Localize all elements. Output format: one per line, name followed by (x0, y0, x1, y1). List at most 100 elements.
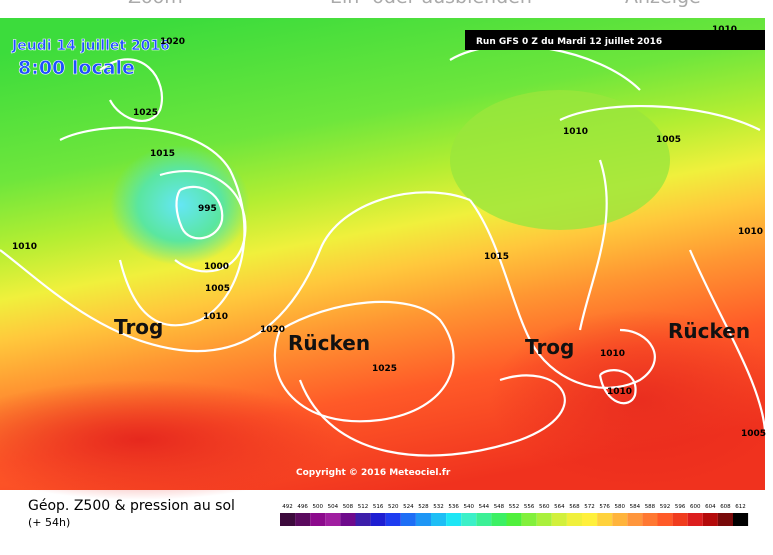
isobar-label: 1020 (260, 325, 285, 335)
annotation: Rücken (668, 319, 750, 343)
isobar (598, 369, 637, 405)
scale-swatch (370, 513, 386, 526)
isobar (688, 249, 767, 431)
scale-swatch (536, 513, 552, 526)
scale-swatch (672, 513, 688, 526)
annotation: Rücken (288, 331, 370, 355)
scale-swatch (521, 513, 537, 526)
isobar (578, 159, 608, 331)
scale-label: 508 (343, 504, 354, 510)
isobar-label: 1025 (133, 108, 158, 118)
isobar-label: 1010 (563, 127, 588, 137)
map: Run GFS 0 Z du Mardi 12 juillet 2016 Jeu… (0, 18, 773, 500)
isobar (298, 374, 566, 457)
scale-swatch (612, 513, 628, 526)
copyright: Copyright © 2016 Meteociel.fr (296, 468, 451, 478)
scale-swatch (280, 513, 296, 526)
scale-label: 528 (418, 504, 429, 510)
isobar-label: 1005 (741, 429, 766, 439)
isobar-label: 1010 (712, 25, 737, 35)
scale-swatch (717, 513, 733, 526)
scale-label: 524 (403, 504, 414, 510)
legend-lead: (+ 54h) (28, 516, 70, 529)
scale-label: 568 (569, 504, 580, 510)
scale-label: 516 (373, 504, 384, 510)
scale-swatch (461, 513, 477, 526)
scale-swatch (340, 513, 356, 526)
scale-label: 596 (675, 504, 686, 510)
scale-swatch (295, 513, 311, 526)
scale-swatch (506, 513, 522, 526)
isobar (99, 58, 163, 122)
annotation: Trog (114, 315, 163, 339)
isobar-label: 1000 (204, 262, 229, 272)
scale-label: 604 (705, 504, 716, 510)
scale-label: 520 (388, 504, 399, 510)
toolbar: Zoom Ein- oder ausblenden Anzeige (0, 0, 773, 18)
scale-swatch (551, 513, 567, 526)
scale-swatch (476, 513, 492, 526)
scale-swatch (415, 513, 431, 526)
isobar-label: 1005 (656, 135, 681, 145)
forecast-time: 8:00 locale (18, 57, 135, 79)
isobars (0, 44, 767, 457)
scale-swatch (687, 513, 703, 526)
toolbar-item[interactable]: Anzeige (625, 0, 701, 8)
scale-swatch (400, 513, 416, 526)
toolbar-item[interactable]: Zoom (128, 0, 183, 8)
scale-label: 588 (645, 504, 656, 510)
scale-swatch (566, 513, 582, 526)
scale-swatch (355, 513, 371, 526)
isobar-label: 1010 (203, 312, 228, 322)
low-center (110, 145, 250, 265)
run-box (465, 30, 765, 50)
isobar (469, 199, 656, 389)
isobar-label: 995 (198, 204, 217, 214)
isobar-label: 1005 (205, 284, 230, 294)
margin (765, 18, 773, 490)
scale-label: 608 (720, 504, 731, 510)
scale-swatch (627, 513, 643, 526)
isobar-label: 1010 (12, 242, 37, 252)
scale-label: 512 (358, 504, 369, 510)
toolbar-bg (0, 0, 773, 18)
scale-label: 580 (615, 504, 626, 510)
scale-label: 544 (479, 504, 490, 510)
scale-swatch (431, 513, 447, 526)
isobar (273, 300, 455, 423)
toolbar-item[interactable]: Ein- oder ausblenden (330, 0, 532, 8)
scale-label: 492 (282, 504, 293, 510)
scale-label: 536 (448, 504, 459, 510)
scale-swatch (385, 513, 401, 526)
scale-label: 504 (328, 504, 339, 510)
scale-label: 540 (464, 504, 475, 510)
scale-label: 612 (735, 504, 746, 510)
scale-label: 600 (690, 504, 701, 510)
isobar (0, 191, 471, 353)
scale-swatch (657, 513, 673, 526)
scale-label: 560 (539, 504, 550, 510)
legend-title: Géop. Z500 & pression au sol (28, 498, 235, 514)
isobar-label: 1015 (150, 149, 175, 159)
run-info: Run GFS 0 Z du Mardi 12 juillet 2016 (476, 37, 662, 47)
isobar-label: 1010 (738, 227, 763, 237)
isobar-label: 1010 (600, 349, 625, 359)
scale-label: 556 (524, 504, 535, 510)
scale-swatch (582, 513, 598, 526)
scale-label: 548 (494, 504, 505, 510)
isobar-label: 1025 (372, 364, 397, 374)
scale-label: 572 (584, 504, 595, 510)
isobar-label: 1010 (607, 387, 632, 397)
scale-label: 592 (660, 504, 671, 510)
scale-swatch (310, 513, 326, 526)
scale-swatch (325, 513, 341, 526)
scale-label: 532 (433, 504, 444, 510)
field-blob (450, 90, 670, 230)
scale-label: 552 (509, 504, 520, 510)
scale-swatch (733, 513, 749, 526)
scale-label: 496 (297, 504, 308, 510)
scale-swatch (702, 513, 718, 526)
isobar-label: 1015 (484, 252, 509, 262)
isobar (159, 170, 247, 273)
